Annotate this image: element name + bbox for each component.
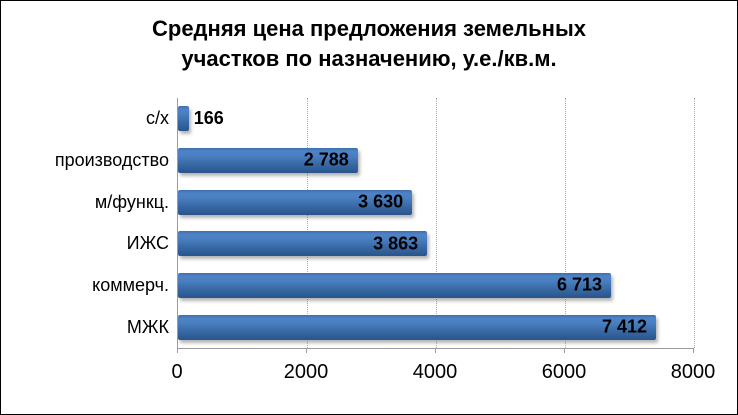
bar: 2 788 — [178, 147, 358, 173]
bar-row: 3 630 — [178, 181, 694, 223]
bar: 7 412 — [178, 314, 657, 340]
gridline — [565, 98, 566, 348]
chart-title-line2: участков по назначению, у.е./кв.м. — [181, 46, 557, 71]
chart-title-line1: Средняя цена предложения земельных — [152, 16, 586, 41]
bar-row: 166 — [178, 98, 694, 140]
bar: 3 630 — [178, 189, 413, 215]
bar-row: 7 412 — [178, 306, 694, 348]
gridline — [436, 98, 437, 348]
bar-value-label: 3 630 — [358, 191, 404, 212]
category-label: м/функц. — [94, 191, 169, 212]
bar-value-label: 2 788 — [303, 149, 349, 170]
bar-value-label: 3 863 — [373, 233, 419, 254]
bar-value-label: 7 412 — [602, 316, 648, 337]
x-tick-label: 2000 — [283, 361, 329, 383]
bar: 6 713 — [178, 272, 611, 298]
category-label: производство — [54, 149, 169, 170]
bar: 3 863 — [178, 231, 428, 257]
bar-value-label: 6 713 — [556, 274, 602, 295]
x-tick-mark — [564, 349, 565, 353]
gridline — [307, 98, 308, 348]
chart-title: Средняя цена предложения земельных участ… — [1, 14, 737, 74]
plot-area: 166 2 788 3 630 3 863 6 713 7 412 — [177, 98, 695, 349]
bar-value-label: 166 — [193, 108, 224, 129]
category-label: МЖК — [126, 316, 169, 337]
category-label: ИЖС — [126, 233, 169, 254]
x-tick-mark — [306, 349, 307, 353]
category-label: коммерч. — [92, 274, 169, 295]
bar — [178, 106, 189, 132]
bar-row: 3 863 — [178, 223, 694, 265]
category-axis: с/х производство м/функц. ИЖС коммерч. МЖК — [1, 98, 169, 348]
bar-row: 2 788 — [178, 140, 694, 182]
x-tick-mark — [693, 349, 694, 353]
value-axis: 0 2000 4000 6000 8000 — [171, 348, 715, 408]
x-tick-label: 4000 — [412, 361, 458, 383]
x-tick-label: 0 — [171, 361, 183, 383]
x-tick-mark — [177, 349, 178, 353]
x-tick-label: 8000 — [670, 361, 716, 383]
x-tick-mark — [435, 349, 436, 353]
gridline — [694, 98, 695, 348]
x-tick-label: 6000 — [541, 361, 587, 383]
category-label: с/х — [145, 108, 169, 129]
bar-row: 6 713 — [178, 265, 694, 307]
